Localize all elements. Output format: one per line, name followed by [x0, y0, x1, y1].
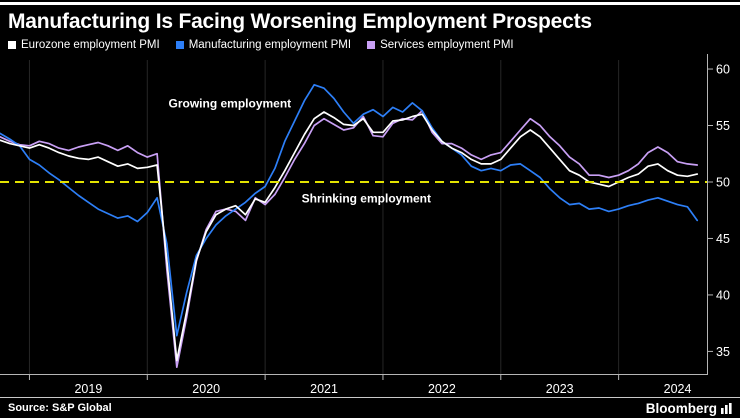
- legend-item-services: Services employment PMI: [367, 39, 514, 51]
- x-tick-label: 2019: [74, 382, 102, 394]
- y-tick-label: 55: [716, 119, 730, 133]
- x-tick-label: 2024: [664, 382, 692, 394]
- bloomberg-chart-icon: [721, 402, 732, 414]
- legend-label: Services employment PMI: [380, 39, 514, 51]
- series-line-services: [0, 109, 699, 369]
- pmi-line-chart: 35 40 45 50 55 60 2019 2020 2021 2022 2023 2024 Grow…: [0, 54, 730, 394]
- legend-item-manufacturing: Manufacturing employment PMI: [175, 39, 352, 51]
- series-line-manufacturing: [0, 83, 699, 337]
- bloomberg-logo: Bloomberg: [646, 401, 732, 416]
- legend-item-eurozone: Eurozone employment PMI: [8, 39, 160, 51]
- y-tick-label: 40: [716, 288, 730, 302]
- legend-swatch: [367, 41, 376, 49]
- y-tick-label: 45: [716, 232, 730, 246]
- legend: Eurozone employment PMI Manufacturing em…: [8, 39, 740, 51]
- y-tick-label: 35: [716, 345, 730, 359]
- legend-label: Manufacturing employment PMI: [188, 39, 352, 51]
- x-tick-label: 2020: [192, 382, 220, 394]
- bloomberg-wordmark: Bloomberg: [645, 400, 717, 416]
- x-tick-label: 2021: [310, 382, 338, 394]
- legend-label: Eurozone employment PMI: [21, 39, 160, 51]
- y-tick-label: 50: [716, 175, 730, 189]
- annotation: Growing employment: [169, 96, 292, 110]
- source-label: Source: S&P Global: [8, 402, 112, 414]
- page-title: Manufacturing Is Facing Worsening Employ…: [8, 10, 592, 33]
- legend-swatch: [175, 41, 184, 49]
- series-line-eurozone: [0, 111, 699, 362]
- legend-swatch: [8, 41, 16, 49]
- x-tick-label: 2023: [546, 382, 574, 394]
- top-rule: [0, 2, 740, 5]
- x-tick-label: 2022: [428, 382, 456, 394]
- footer: Source: S&P Global Bloomberg: [0, 397, 740, 418]
- y-tick-label: 60: [716, 63, 730, 77]
- annotation: Shrinking employment: [302, 191, 431, 205]
